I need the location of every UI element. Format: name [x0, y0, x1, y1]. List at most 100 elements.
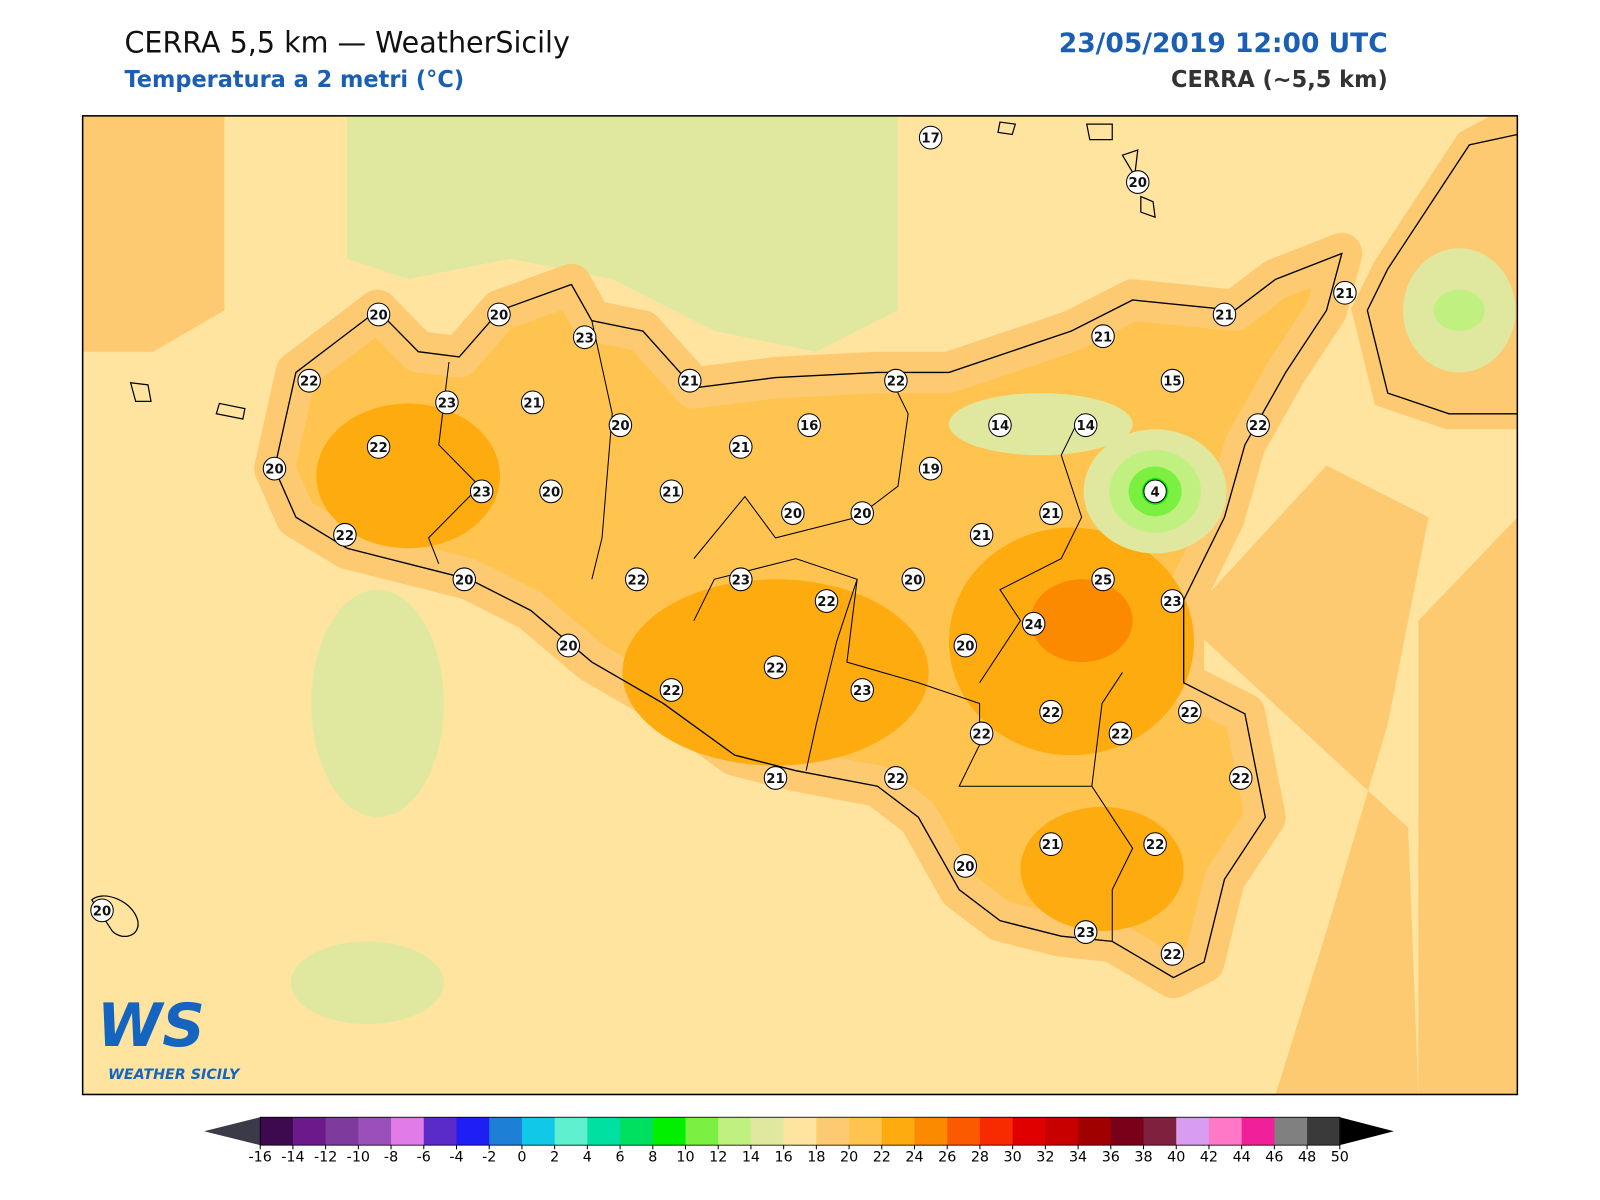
station: 21: [659, 479, 684, 504]
colorbar-tick-label: 32: [1036, 1150, 1054, 1166]
colorbar-bin: [1274, 1117, 1308, 1146]
station-value: 22: [972, 727, 990, 742]
station: 21: [520, 390, 545, 415]
colorbar-bin: [521, 1117, 556, 1146]
colorbar-under: [204, 1117, 261, 1146]
colorbar-tick-label: 46: [1265, 1150, 1283, 1166]
logo-mark: WS: [97, 992, 205, 1061]
colorbar-tick-label: 10: [676, 1150, 694, 1166]
colorbar-tick-label: 30: [1004, 1150, 1022, 1166]
station-marker: [850, 501, 874, 525]
colorbar-bin: [1176, 1117, 1210, 1146]
station-marker: [969, 721, 994, 746]
station-marker: [781, 501, 805, 525]
colorbar-bin: [783, 1117, 817, 1146]
station-marker: [884, 368, 908, 393]
station-marker: [1039, 699, 1063, 724]
colorbar-tick-label: 22: [873, 1150, 891, 1166]
colorbar-bin: [620, 1117, 654, 1146]
colorbar-bin: [260, 1117, 294, 1146]
station-value: 15: [1163, 375, 1181, 390]
station-marker: [366, 302, 391, 327]
station-value: 21: [732, 441, 750, 456]
station-value: 20: [369, 308, 387, 323]
colorbar-tick-label: -6: [417, 1150, 431, 1166]
coastline: [273, 252, 1343, 979]
station-marker: [678, 368, 702, 393]
warm-band: [82, 115, 1518, 1095]
station-marker: [572, 325, 597, 350]
station-marker: [1246, 413, 1270, 438]
colorbar-tick-label: 6: [616, 1150, 625, 1166]
station: 24: [1021, 611, 1046, 636]
cool-area: [1433, 289, 1485, 332]
station-marker: [539, 479, 563, 504]
station-value: 20: [956, 860, 974, 875]
station-marker: [953, 633, 978, 658]
station: 22: [366, 435, 391, 459]
station: 23: [850, 678, 874, 702]
colorbar-bin: [1143, 1117, 1177, 1146]
station: 22: [1246, 413, 1270, 438]
colorbar-bin: [554, 1117, 588, 1146]
station-marker: [1091, 324, 1115, 349]
station-value: 22: [887, 772, 905, 787]
station-marker: [901, 567, 925, 592]
station: 14: [988, 413, 1012, 438]
colorbar-bin: [652, 1117, 687, 1146]
station-value: 22: [1232, 772, 1250, 787]
title: CERRA 5,5 km — WeatherSicily: [124, 25, 569, 59]
cool-area: [290, 941, 444, 1025]
station-marker: [659, 678, 684, 702]
station: 21: [763, 766, 788, 790]
colorbar-tick-label: 34: [1069, 1150, 1087, 1166]
station: 19: [918, 456, 943, 481]
station-value: 19: [921, 463, 939, 478]
station-value: 22: [369, 441, 387, 456]
station-value: 21: [1042, 507, 1060, 522]
station-value: 20: [542, 485, 560, 500]
station-value: 22: [628, 573, 646, 588]
colorbar-frame: [259, 1116, 1341, 1146]
station-value: 21: [766, 772, 784, 787]
station-value: 16: [800, 419, 818, 434]
station-value: 22: [1146, 838, 1164, 853]
station-marker: [988, 413, 1012, 438]
station-marker: [1021, 611, 1046, 636]
station-marker: [520, 390, 545, 415]
station-value: 22: [817, 595, 835, 610]
datetime: 23/05/2019 12:00 UTC: [1059, 28, 1388, 59]
colorbar-tick-label: 20: [840, 1150, 858, 1166]
station: 20: [781, 501, 805, 525]
logo-name: WEATHER SICILY: [108, 1067, 241, 1083]
colorbar-bin: [325, 1117, 359, 1146]
station-value: 20: [611, 419, 629, 434]
station-marker: [1108, 721, 1133, 746]
station: 20: [90, 898, 114, 923]
colorbar-bin: [1078, 1117, 1112, 1146]
colorbar-tick-label: 16: [775, 1150, 793, 1166]
station: 14: [1073, 413, 1098, 438]
station-value: 25: [1094, 573, 1112, 588]
station: 21: [678, 368, 702, 393]
station-marker: [1039, 832, 1063, 857]
warm-area: [1020, 806, 1184, 932]
station-marker: [1160, 368, 1185, 393]
colorbar-tick-label: 26: [938, 1150, 956, 1166]
station-value: 22: [1249, 419, 1267, 434]
colorbar-bin: [423, 1117, 458, 1146]
station-marker: [918, 125, 943, 150]
station: 22: [1229, 766, 1253, 790]
station-marker: [297, 368, 321, 393]
station-value: 23: [472, 485, 490, 500]
station: 22: [884, 766, 908, 790]
station: 20: [262, 456, 287, 481]
station-value: 23: [1163, 595, 1181, 610]
station-marker: [1160, 589, 1185, 613]
station-marker: [1091, 567, 1115, 592]
station-marker: [262, 456, 287, 481]
station: 20: [901, 567, 925, 592]
station-value: 20: [853, 507, 871, 522]
colorbar-bin: [489, 1117, 523, 1146]
station-value: 21: [1094, 330, 1112, 345]
